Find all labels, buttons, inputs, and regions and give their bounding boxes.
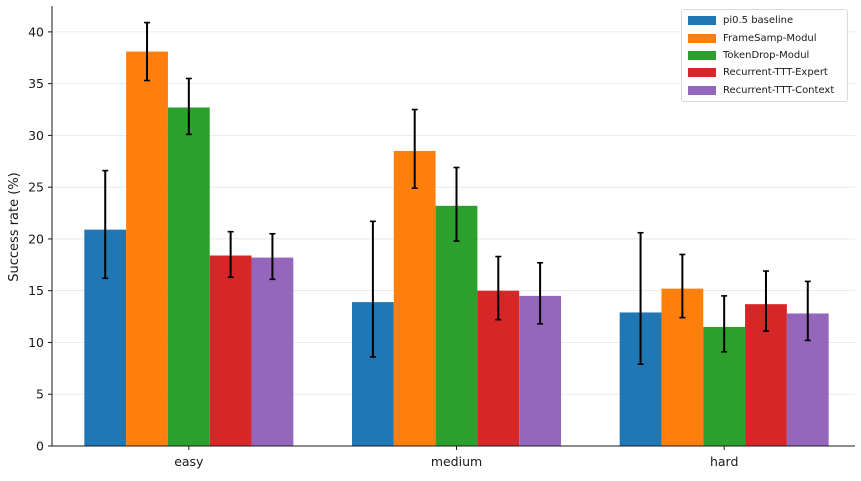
- legend-label: FrameSamp-Modul: [723, 32, 817, 44]
- legend-swatch: [688, 68, 716, 78]
- y-tick-label: 0: [36, 439, 44, 454]
- legend-item: FrameSamp-Modul: [688, 29, 843, 46]
- bar: [251, 257, 294, 446]
- error-bars: [102, 21, 811, 366]
- y-tick-label: 25: [28, 180, 44, 195]
- x-tick-label: hard: [710, 454, 738, 469]
- y-tick-label: 15: [28, 283, 44, 298]
- legend-swatch: [688, 50, 716, 60]
- x-tick-label: medium: [431, 454, 482, 469]
- legend-swatch: [688, 33, 716, 43]
- y-tick-label: 10: [28, 335, 44, 350]
- legend-item: pi0.5 baseline: [688, 12, 843, 29]
- legend-item: Recurrent-TTT-Context: [688, 82, 843, 99]
- y-tick-label: 5: [36, 387, 44, 402]
- bar: [209, 255, 252, 446]
- legend-label: Recurrent-TTT-Context: [723, 84, 835, 96]
- bar: [126, 51, 168, 446]
- bar: [393, 150, 436, 447]
- bar: [435, 205, 478, 446]
- bars: [84, 51, 829, 447]
- axes: 0 5 10 15 20 25 30 35 40 easy medium hard: [28, 6, 855, 469]
- legend-label: pi0.5 baseline: [723, 15, 794, 27]
- legend-swatch: [688, 85, 716, 95]
- legend-item: TokenDrop-Modul: [688, 47, 843, 64]
- bar: [167, 107, 210, 446]
- x-tick-label: easy: [174, 454, 204, 469]
- y-tick-label: 30: [28, 128, 44, 143]
- y-tick-label: 35: [28, 76, 44, 91]
- legend-item: Recurrent-TTT-Expert: [688, 64, 843, 81]
- y-tick-label: 40: [28, 24, 44, 39]
- legend-label: Recurrent-TTT-Expert: [723, 67, 828, 79]
- y-axis-label: Success rate (%): [7, 172, 22, 282]
- y-tick-label: 20: [28, 231, 44, 246]
- legend: pi0.5 baseline FrameSamp-Modul TokenDrop-M…: [681, 9, 848, 102]
- legend-swatch: [688, 16, 716, 26]
- legend-label: TokenDrop-Modul: [723, 49, 810, 61]
